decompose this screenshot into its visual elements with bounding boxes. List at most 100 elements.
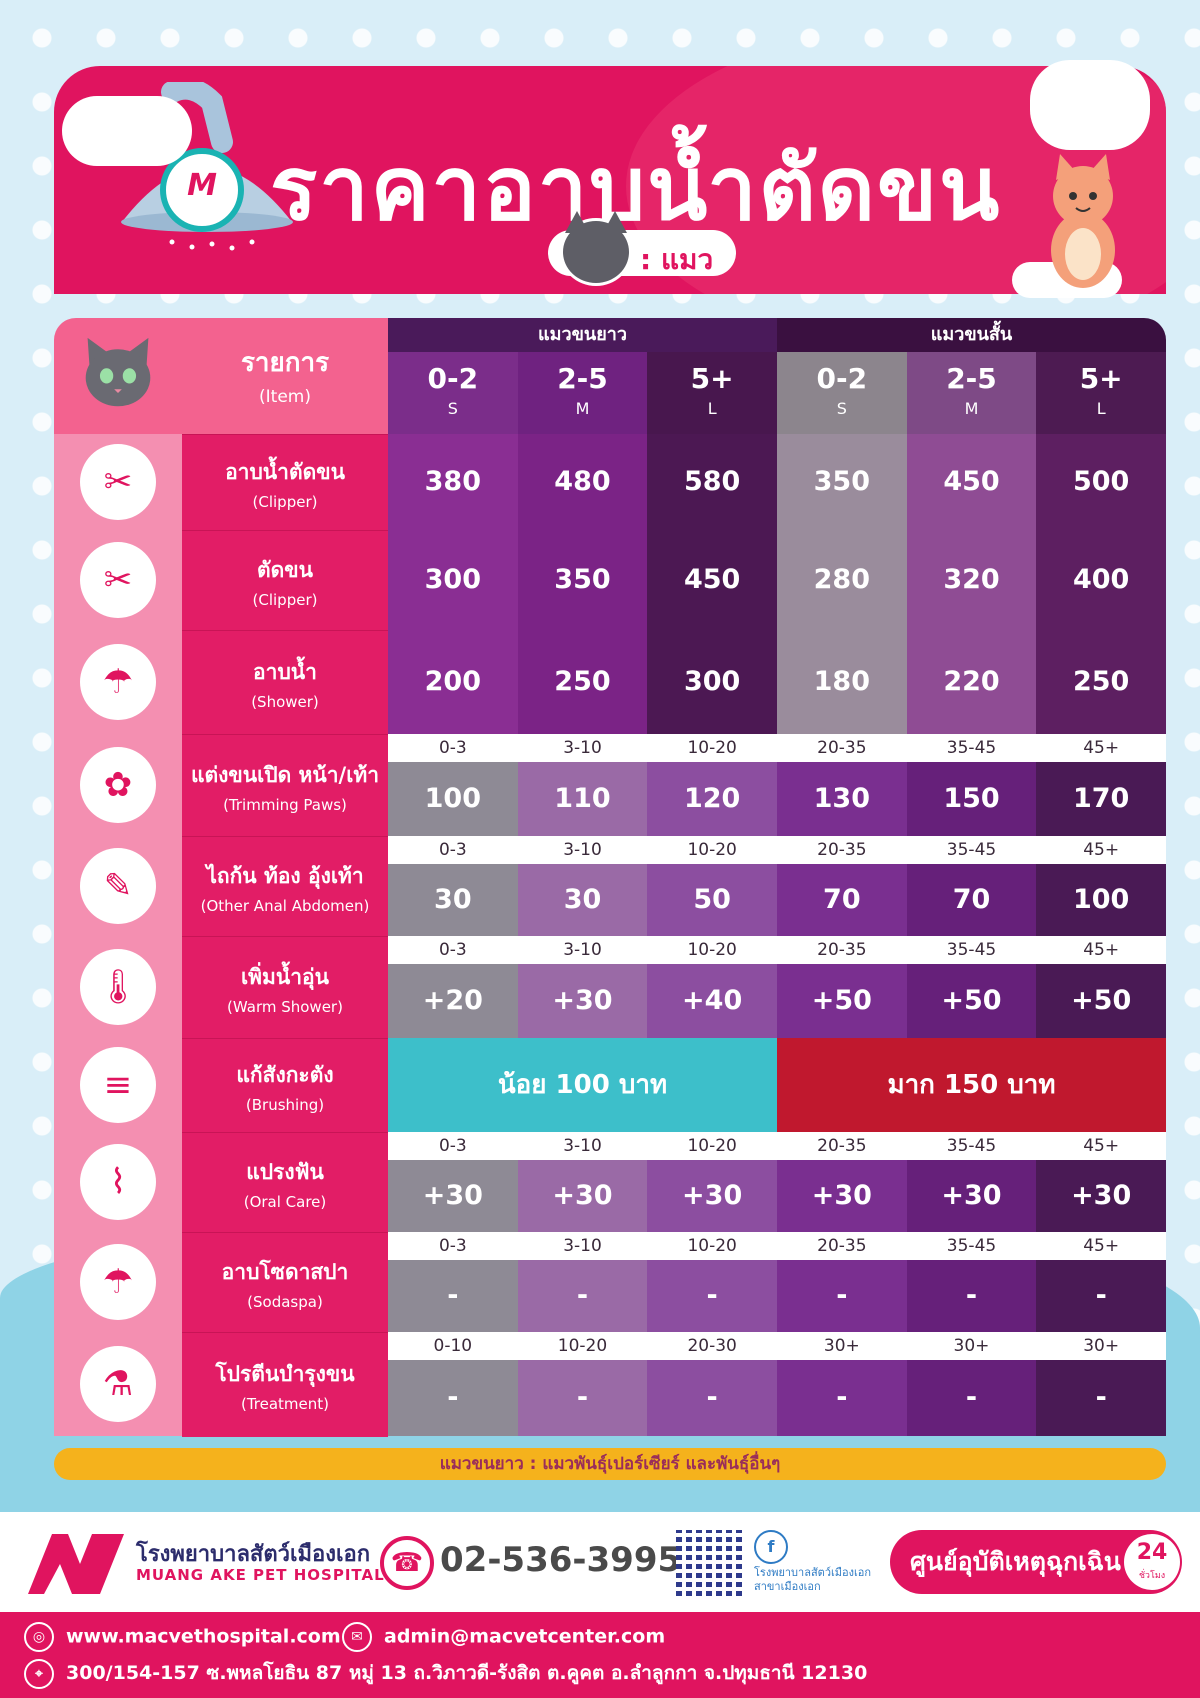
price-cell: - <box>777 1360 907 1436</box>
weight-range: 20-35 <box>777 1232 907 1260</box>
weight-range: 0-3 <box>388 836 518 864</box>
price-table: รายการ (Item) แมวขนยาว แมวขนสั้น 0-2 S 2-5 M 5… <box>54 318 1166 1437</box>
weight-range: 20-35 <box>777 936 907 964</box>
price-cell: - <box>388 1360 518 1436</box>
price-cell: 350 <box>777 434 907 530</box>
cloud <box>62 96 192 166</box>
price-cell: +30 <box>647 1160 777 1232</box>
price-cell: +50 <box>777 964 907 1038</box>
cloud <box>1030 60 1150 150</box>
weight-range: 20-35 <box>777 1132 907 1160</box>
weight-range: 45+ <box>1036 1132 1166 1160</box>
cat-mascot-icon <box>1051 154 1115 288</box>
name-cell-bg <box>182 734 388 837</box>
website-link[interactable]: www.macvethospital.com <box>66 1625 341 1648</box>
price-cell: - <box>906 1260 1037 1332</box>
item-name: แปรงฟัน (Oral Care) <box>243 1160 327 1211</box>
weight-range: 20-35 <box>777 734 907 762</box>
price-cell: 180 <box>777 630 907 734</box>
weight-range: 35-45 <box>906 1132 1037 1160</box>
weight-range: 10-20 <box>647 1232 777 1260</box>
email-link[interactable]: admin@macvetcenter.com <box>384 1625 666 1648</box>
price-cell: 70 <box>777 864 907 936</box>
name-cell-bg <box>182 836 388 937</box>
clipper-icon: ✂ <box>80 542 156 618</box>
price-cell: - <box>388 1260 518 1332</box>
price-cell: 110 <box>517 762 648 836</box>
price-cell: 350 <box>517 530 648 630</box>
name-cell-bg <box>182 530 388 631</box>
hospital-name-th: โรงพยาบาลสัตว์เมืองเอก <box>136 1542 371 1567</box>
cat-face-icon <box>560 211 632 286</box>
weight-range: 30+ <box>777 1332 907 1360</box>
weight-range: 45+ <box>1036 836 1166 864</box>
pet-type-label: : แมว <box>640 243 714 276</box>
weight-range: 30+ <box>1036 1332 1166 1360</box>
name-cell-bg <box>182 1232 388 1333</box>
price-cell: 70 <box>906 864 1037 936</box>
column-header: 0-2 S <box>777 352 907 434</box>
price-cell: 170 <box>1036 762 1166 836</box>
item-name: อาบโซดาสปา (Sodaspa) <box>221 1260 349 1311</box>
qr-code[interactable] <box>676 1530 742 1596</box>
price-cell: 300 <box>388 530 518 630</box>
item-name: อาบน้ำตัดขน (Clipper) <box>225 460 345 511</box>
weight-range: 10-20 <box>647 836 777 864</box>
price-cell: - <box>1036 1360 1166 1436</box>
item-name: อาบน้ำ (Shower) <box>251 660 319 711</box>
price-cell: 250 <box>517 630 648 734</box>
weight-range: 45+ <box>1036 936 1166 964</box>
column-header: 5+ L <box>1036 352 1166 434</box>
price-cell: 500 <box>1036 434 1166 530</box>
cat-face-icon <box>80 336 156 412</box>
price-cell: 30 <box>517 864 648 936</box>
website-row[interactable]: ◎ www.macvethospital.com <box>24 1622 341 1652</box>
item-name: ตัดขน (Clipper) <box>252 558 318 609</box>
weight-range: 0-3 <box>388 1132 518 1160</box>
column-header: 0-2 S <box>388 352 518 434</box>
page-title: ราคาอาบน้ำตัดขน <box>270 137 1002 240</box>
weight-range: 0-3 <box>388 734 518 762</box>
name-cell-bg <box>182 1132 388 1233</box>
contact-bar <box>0 1612 1200 1698</box>
weight-range: 3-10 <box>517 1232 648 1260</box>
price-cell: 450 <box>906 434 1037 530</box>
price-cell: +50 <box>906 964 1037 1038</box>
price-cell: 50 <box>647 864 777 936</box>
price-cell: 280 <box>777 530 907 630</box>
bottle-icon: ⚗ <box>80 1346 156 1422</box>
hospital-logo-icon <box>28 1534 124 1594</box>
facebook-icon[interactable]: f <box>754 1530 788 1564</box>
weight-range: 35-45 <box>906 1232 1037 1260</box>
price-cell: 100 <box>1036 864 1166 936</box>
price-cell: 380 <box>388 434 518 530</box>
weight-range: 0-3 <box>388 936 518 964</box>
price-cell: - <box>647 1260 777 1332</box>
weight-range: 10-20 <box>647 936 777 964</box>
weight-range: 35-45 <box>906 734 1037 762</box>
shower-icon: ☂ <box>80 644 156 720</box>
price-banner-low: น้อย 100 บาท <box>388 1038 777 1132</box>
soda-shower-icon: ☂ <box>80 1244 156 1320</box>
item-name: โปรตีนบำรุงขน (Treatment) <box>215 1362 355 1413</box>
weight-range: 20-35 <box>777 836 907 864</box>
facebook-page-label[interactable]: โรงพยาบาลสัตว์เมืองเอก สาขาเมืองเอก <box>754 1566 872 1593</box>
price-cell: +30 <box>906 1160 1037 1232</box>
price-cell: 200 <box>388 630 518 734</box>
weight-range: 45+ <box>1036 734 1166 762</box>
phone-icon: ☎ <box>380 1536 434 1590</box>
phone-number[interactable]: 02-536-3995 <box>440 1540 682 1580</box>
weight-range: 30+ <box>906 1332 1037 1360</box>
price-cell: 450 <box>647 530 777 630</box>
name-cell-bg <box>182 1332 388 1437</box>
price-cell: +20 <box>388 964 518 1038</box>
email-row[interactable]: ✉ admin@macvetcenter.com <box>342 1622 665 1652</box>
weight-range: 0-10 <box>388 1332 518 1360</box>
price-cell: 120 <box>647 762 777 836</box>
weight-range: 3-10 <box>517 1132 648 1160</box>
price-cell: - <box>517 1360 648 1436</box>
weight-range: 35-45 <box>906 936 1037 964</box>
name-cell-bg <box>182 434 388 531</box>
price-cell: 250 <box>1036 630 1166 734</box>
price-cell: +30 <box>517 964 648 1038</box>
